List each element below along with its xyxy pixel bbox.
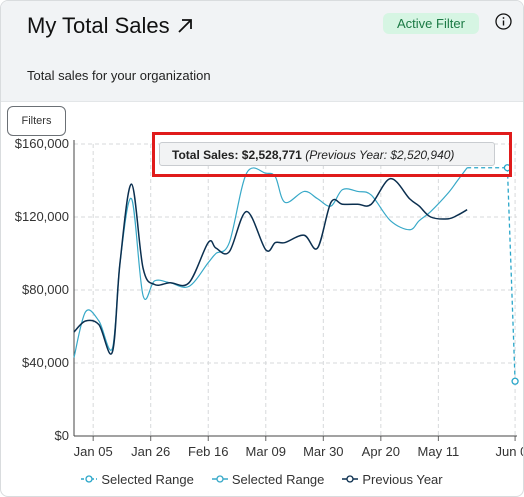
legend-label-previous-year: Previous Year	[362, 471, 443, 487]
active-filter-badge: Active Filter	[383, 13, 479, 34]
x-tick-label: Mar 09	[246, 444, 286, 459]
x-tick-label: Jan 26	[131, 444, 170, 459]
series-selected-range-1-line	[506, 167, 516, 382]
legend-item-previous-year[interactable]: Previous Year	[342, 469, 443, 489]
legend-label-selected-range-2: Selected Range	[231, 471, 325, 487]
tooltip-highlight-box	[152, 132, 512, 177]
y-tick-label: $120,000	[15, 209, 69, 224]
card-title-text: My Total Sales	[27, 13, 170, 38]
legend-marker-selected-range-2	[211, 475, 228, 483]
legend-item-selected-range-1[interactable]: Selected Range	[81, 469, 194, 489]
legend-marker-selected-range-1	[81, 475, 98, 483]
series-previous-year-line	[73, 177, 468, 355]
y-tick-label: $0	[55, 428, 69, 443]
legend-marker-previous-year	[342, 475, 359, 483]
tooltip-total-sales: Total Sales: $2,528,771	[172, 148, 302, 162]
legend-item-selected-range-2[interactable]: Selected Range	[211, 469, 325, 489]
info-circle-icon[interactable]	[495, 13, 512, 30]
tooltip-previous-year: (Previous Year: $2,520,940)	[305, 148, 455, 162]
x-tick-label: Jan 05	[74, 444, 113, 459]
x-tick-label: May 11	[418, 444, 460, 459]
y-tick-label: $40,000	[22, 355, 69, 370]
sales-line-chart: $0 $40,000 $80,000 $120,000 $160,000 Jan 05 Ja…	[15, 136, 523, 459]
x-tick-label: Feb 16	[188, 444, 228, 459]
x-tick-label: Jun 08	[496, 444, 523, 459]
card-title[interactable]: My Total Sales	[27, 13, 194, 39]
chart-legend: Selected Range Selected Range Previous Y…	[1, 469, 523, 489]
series-selected-range-1-point	[511, 377, 519, 385]
card-subtitle: Total sales for your organization	[27, 68, 211, 83]
arrow-up-right-icon[interactable]	[176, 17, 194, 35]
x-tick-label: Mar 30	[303, 444, 343, 459]
filters-button[interactable]: Filters	[7, 106, 66, 136]
y-tick-label: $80,000	[22, 282, 69, 297]
series-selected-range-2-line	[73, 167, 468, 358]
chart-tooltip: Total Sales: $2,528,771 (Previous Year: …	[159, 142, 495, 166]
y-tick-label: $160,000	[15, 136, 69, 151]
x-tick-label: Apr 20	[362, 444, 400, 459]
legend-label-selected-range-1: Selected Range	[101, 471, 194, 487]
card-header: My Total Sales Active Filter Total sales…	[1, 1, 523, 102]
